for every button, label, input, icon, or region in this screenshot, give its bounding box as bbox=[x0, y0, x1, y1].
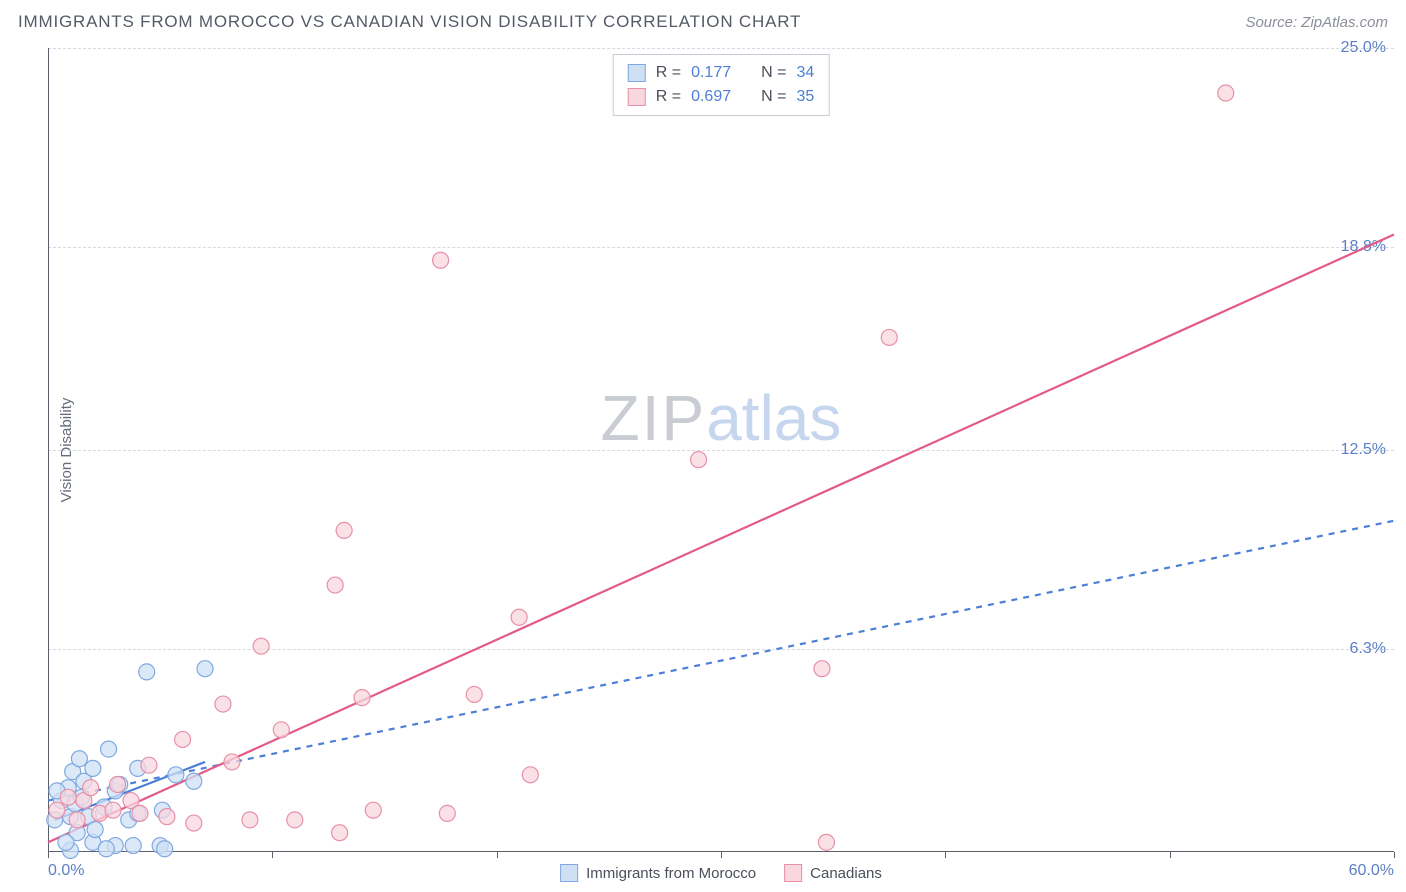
data-point-canadians bbox=[511, 609, 527, 625]
data-point-canadians bbox=[110, 776, 126, 792]
data-point-canadians bbox=[287, 812, 303, 828]
chart-title: IMMIGRANTS FROM MOROCCO VS CANADIAN VISI… bbox=[18, 12, 801, 32]
data-point-canadians bbox=[439, 805, 455, 821]
data-point-canadians bbox=[105, 802, 121, 818]
x-tick bbox=[721, 852, 722, 858]
data-point-morocco bbox=[157, 841, 173, 857]
data-point-canadians bbox=[141, 757, 157, 773]
legend-r-label: R = bbox=[656, 85, 681, 109]
correlation-legend: R = 0.177 N = 34 R = 0.697 N = 35 bbox=[613, 54, 830, 116]
data-point-canadians bbox=[327, 577, 343, 593]
x-tick bbox=[1170, 852, 1171, 858]
x-tick bbox=[497, 852, 498, 858]
trend-line-morocco bbox=[48, 521, 1394, 801]
data-point-canadians bbox=[336, 522, 352, 538]
data-point-canadians bbox=[273, 722, 289, 738]
swatch-morocco bbox=[628, 64, 646, 82]
data-point-morocco bbox=[58, 834, 74, 850]
data-point-canadians bbox=[242, 812, 258, 828]
legend-row-canadians: R = 0.697 N = 35 bbox=[628, 85, 815, 109]
data-point-canadians bbox=[1218, 85, 1234, 101]
x-tick bbox=[945, 852, 946, 858]
legend-label-morocco: Immigrants from Morocco bbox=[586, 865, 756, 882]
data-point-canadians bbox=[132, 805, 148, 821]
data-point-canadians bbox=[186, 815, 202, 831]
data-point-canadians bbox=[365, 802, 381, 818]
data-point-canadians bbox=[433, 252, 449, 268]
data-point-morocco bbox=[125, 838, 141, 854]
data-point-canadians bbox=[354, 690, 370, 706]
x-tick-label: 0.0% bbox=[48, 862, 84, 880]
legend-n-value-morocco: 34 bbox=[796, 61, 814, 85]
legend-n-label: N = bbox=[761, 61, 786, 85]
legend-item-morocco: Immigrants from Morocco bbox=[560, 864, 756, 882]
data-point-morocco bbox=[139, 664, 155, 680]
data-point-canadians bbox=[881, 329, 897, 345]
data-point-canadians bbox=[224, 754, 240, 770]
legend-item-canadians: Canadians bbox=[784, 864, 882, 882]
data-point-canadians bbox=[215, 696, 231, 712]
x-tick bbox=[272, 852, 273, 858]
data-point-morocco bbox=[85, 760, 101, 776]
legend-label-canadians: Canadians bbox=[810, 865, 882, 882]
data-point-morocco bbox=[101, 741, 117, 757]
data-point-canadians bbox=[159, 809, 175, 825]
data-point-canadians bbox=[818, 834, 834, 850]
data-point-canadians bbox=[691, 452, 707, 468]
legend-r-label: R = bbox=[656, 61, 681, 85]
source-attribution: Source: ZipAtlas.com bbox=[1245, 14, 1388, 31]
x-tick-label: 60.0% bbox=[1349, 862, 1394, 880]
legend-n-value-canadians: 35 bbox=[796, 85, 814, 109]
series-legend: Immigrants from Morocco Canadians bbox=[560, 864, 882, 882]
legend-row-morocco: R = 0.177 N = 34 bbox=[628, 61, 815, 85]
data-point-canadians bbox=[466, 686, 482, 702]
data-point-morocco bbox=[71, 751, 87, 767]
x-tick bbox=[48, 852, 49, 858]
data-point-morocco bbox=[197, 661, 213, 677]
data-point-canadians bbox=[332, 825, 348, 841]
plot-svg bbox=[48, 48, 1394, 852]
data-point-morocco bbox=[168, 767, 184, 783]
data-point-canadians bbox=[253, 638, 269, 654]
data-point-canadians bbox=[69, 812, 85, 828]
data-point-morocco bbox=[87, 821, 103, 837]
data-point-morocco bbox=[186, 773, 202, 789]
x-tick bbox=[1394, 852, 1395, 858]
data-point-canadians bbox=[49, 802, 65, 818]
chart-area: Vision Disability ZIPatlas R = 0.177 N =… bbox=[48, 48, 1394, 852]
swatch-morocco-bottom bbox=[560, 864, 578, 882]
data-point-canadians bbox=[522, 767, 538, 783]
swatch-canadians-bottom bbox=[784, 864, 802, 882]
trend-line-canadians bbox=[48, 235, 1394, 843]
legend-r-value-canadians: 0.697 bbox=[691, 85, 731, 109]
data-point-canadians bbox=[83, 780, 99, 796]
data-point-canadians bbox=[60, 789, 76, 805]
swatch-canadians bbox=[628, 88, 646, 106]
data-point-morocco bbox=[98, 841, 114, 857]
data-point-canadians bbox=[814, 661, 830, 677]
legend-r-value-morocco: 0.177 bbox=[691, 61, 731, 85]
data-point-canadians bbox=[175, 731, 191, 747]
legend-n-label: N = bbox=[761, 85, 786, 109]
